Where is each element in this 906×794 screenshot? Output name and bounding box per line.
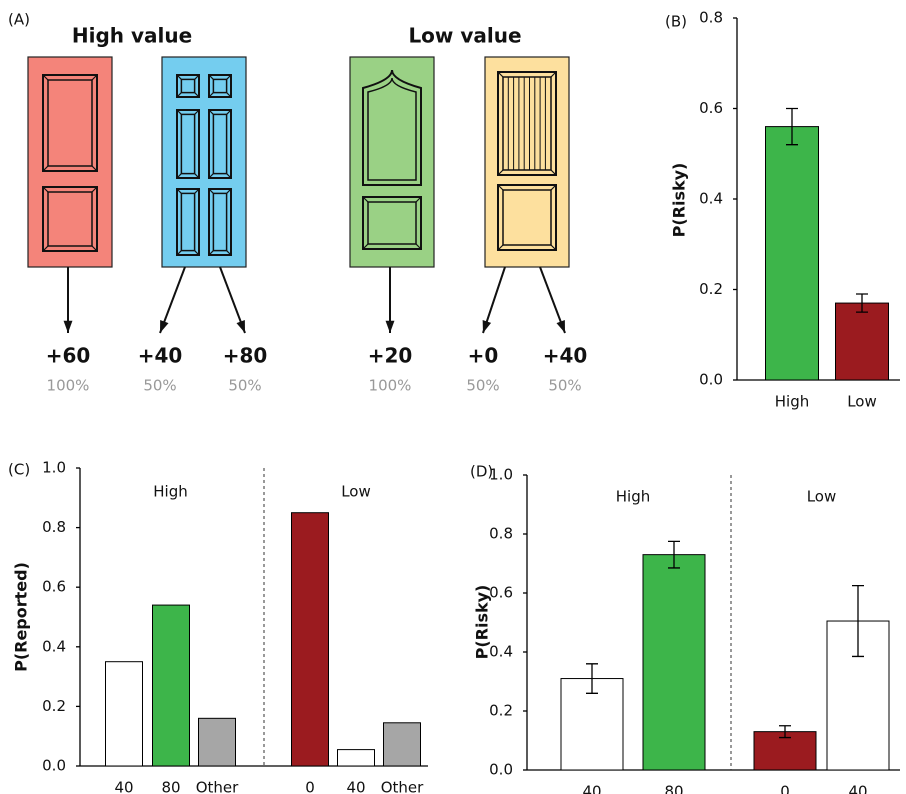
arrow-head	[557, 320, 565, 333]
door-body	[28, 57, 112, 267]
x-tick-label: Other	[196, 779, 239, 794]
outcome-value: +60	[46, 344, 91, 368]
group-label: High	[153, 483, 187, 501]
y-tick-label: 0.0	[489, 761, 513, 779]
y-axis-label: P(Reported)	[12, 562, 31, 672]
y-tick-label: 1.0	[489, 466, 513, 484]
group-label: Low	[807, 488, 837, 506]
x-tick-label: Low	[847, 393, 877, 411]
y-tick-label: 0.2	[699, 280, 723, 298]
y-tick-label: 0.4	[699, 190, 723, 208]
door-body	[162, 57, 246, 267]
x-tick-label: 80	[161, 779, 180, 794]
y-tick-label: 1.0	[42, 459, 66, 477]
bar	[338, 750, 375, 766]
figure: (A) High value Low value +60 100% +40 50% +8…	[0, 0, 906, 794]
door	[350, 57, 434, 267]
bar	[292, 513, 329, 766]
group-label: Low	[341, 483, 371, 501]
x-tick-label: 40	[848, 783, 867, 794]
group-label: High	[616, 488, 650, 506]
outcome-prob: 50%	[466, 377, 499, 395]
panel-label: (B)	[665, 13, 687, 31]
outcome-value: +0	[468, 344, 499, 368]
y-tick-label: 0.0	[42, 757, 66, 775]
bar	[199, 718, 236, 766]
bar	[153, 605, 190, 766]
door	[485, 57, 569, 267]
outcome-value: +40	[138, 344, 183, 368]
bar	[766, 127, 819, 380]
y-tick-label: 0.6	[489, 584, 513, 602]
outcome-prob: 50%	[143, 377, 176, 395]
x-tick-label: 0	[780, 783, 790, 794]
outcome-value: +80	[223, 344, 268, 368]
x-tick-label: High	[775, 393, 809, 411]
bar	[836, 303, 889, 380]
x-tick-label: 0	[305, 779, 315, 794]
outcome-prob: 100%	[47, 377, 90, 395]
group-title: High value	[72, 24, 192, 48]
group-title: Low value	[408, 24, 521, 48]
y-tick-label: 0.6	[699, 99, 723, 117]
y-axis-label: P(Risky)	[670, 163, 689, 238]
outcome-prob: 100%	[369, 377, 412, 395]
arrow-head	[483, 320, 491, 333]
y-tick-label: 0.2	[489, 702, 513, 720]
y-tick-label: 0.4	[42, 637, 66, 655]
outcome-value: +20	[368, 344, 413, 368]
y-tick-label: 0.6	[42, 578, 66, 596]
y-tick-label: 0.8	[42, 518, 66, 536]
arrow-head	[386, 321, 395, 333]
arrow-head	[160, 320, 168, 333]
bar	[643, 555, 705, 770]
x-tick-label: 80	[664, 783, 683, 794]
panel-label: (A)	[8, 11, 30, 29]
x-tick-label: Other	[381, 779, 424, 794]
y-tick-label: 0.8	[699, 9, 723, 27]
arrow-head	[64, 321, 73, 333]
arrow-head	[237, 320, 245, 333]
x-tick-label: 40	[582, 783, 601, 794]
bar	[384, 723, 421, 766]
outcome-prob: 50%	[228, 377, 261, 395]
door	[28, 57, 112, 267]
y-tick-label: 0.0	[699, 371, 723, 389]
x-tick-label: 40	[346, 779, 365, 794]
y-tick-label: 0.2	[42, 697, 66, 715]
outcome-value: +40	[543, 344, 588, 368]
y-tick-label: 0.4	[489, 643, 513, 661]
panel-label: (C)	[8, 461, 30, 479]
bar	[106, 662, 143, 766]
y-tick-label: 0.8	[489, 525, 513, 543]
outcome-prob: 50%	[548, 377, 581, 395]
door	[162, 57, 246, 267]
x-tick-label: 40	[114, 779, 133, 794]
